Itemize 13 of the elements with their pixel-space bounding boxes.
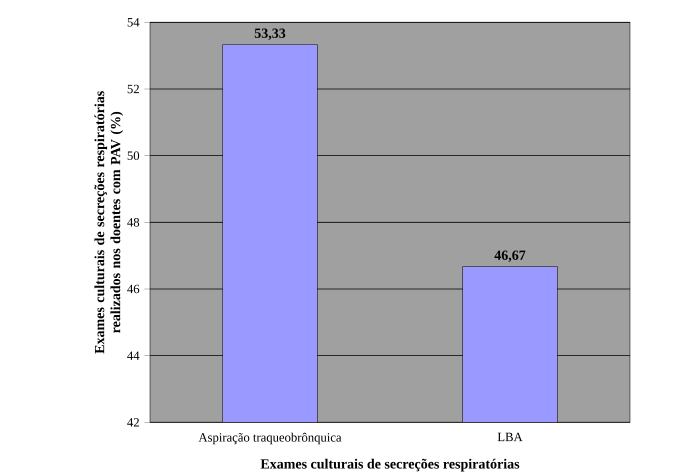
y-tick-label: 48 (127, 218, 140, 227)
y-axis-title: Exames culturais de secreções respiratórias realizados nos doentes com PAV (%) (94, 91, 124, 354)
y-tick-label: 44 (127, 351, 140, 360)
y-tick-label: 54 (128, 18, 140, 27)
y-tick-label: 42 (127, 418, 139, 427)
x-tick-label: LBA (498, 432, 523, 442)
y-tick-label: 46 (127, 284, 140, 294)
x-tick-label: Aspiração traqueobrônquica (198, 432, 342, 444)
data-label: 46,67 (494, 250, 526, 262)
y-tick-label: 52 (128, 84, 139, 94)
data-label: 53,33 (254, 28, 286, 40)
y-tick-label: 50 (128, 151, 140, 160)
x-axis-title: Exames culturais de secreções respiratórias (260, 458, 520, 472)
